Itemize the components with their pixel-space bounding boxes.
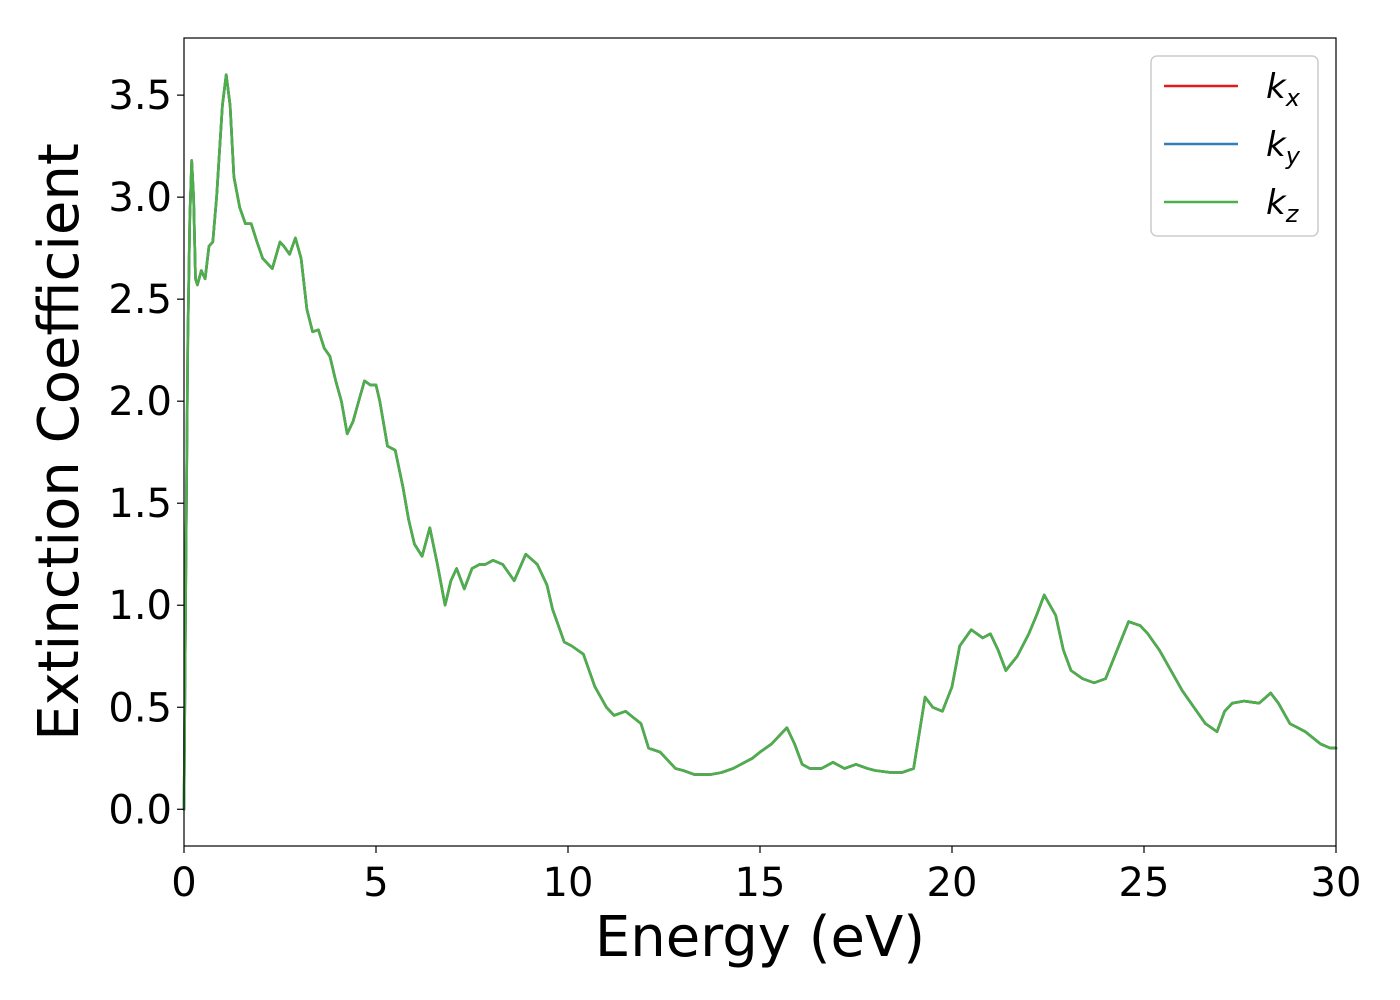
legend-label-main: k [1266, 183, 1287, 223]
y-axis-title: Extinction Coefficient [27, 143, 92, 741]
y-tick-label: 3.5 [108, 73, 172, 119]
y-tick-label: 0.0 [108, 787, 172, 833]
y-tick-label: 3.0 [108, 175, 172, 221]
x-tick-label: 5 [363, 860, 388, 906]
legend-label-subscript: z [1285, 200, 1300, 228]
y-tick-label: 0.5 [108, 685, 172, 731]
y-tick-label: 1.0 [108, 583, 172, 629]
legend-label-k-x: kx [1266, 67, 1301, 112]
x-tick-label: 20 [927, 860, 978, 906]
plot-background [184, 38, 1336, 846]
y-tick-label: 2.5 [108, 277, 172, 323]
y-tick-label: 2.0 [108, 379, 172, 425]
x-axis: 0 5 10 15 20 25 30 [171, 846, 1361, 906]
y-tick-label: 1.5 [108, 481, 172, 527]
series-layer [182, 73, 1338, 811]
x-axis-title: Energy (eV) [595, 905, 925, 970]
x-tick-label: 0 [171, 860, 196, 906]
legend-label-main: k [1266, 125, 1287, 165]
legend-label-subscript: y [1285, 142, 1301, 170]
x-tick-label: 10 [543, 860, 594, 906]
legend-label-subscript: x [1285, 84, 1301, 112]
legend-label-k-y: ky [1266, 125, 1301, 170]
x-tick-label: 25 [1119, 860, 1170, 906]
legend-box [1150, 55, 1319, 237]
legend-label-main: k [1266, 67, 1287, 107]
y-axis: 0.0 0.5 1.0 1.5 2.0 2.5 3.0 3.5 [108, 73, 184, 833]
x-tick-label: 30 [1311, 860, 1362, 906]
x-tick-label: 15 [735, 860, 786, 906]
series-line-k-z [182, 73, 1338, 811]
legend-label-k-z: kz [1266, 183, 1300, 228]
